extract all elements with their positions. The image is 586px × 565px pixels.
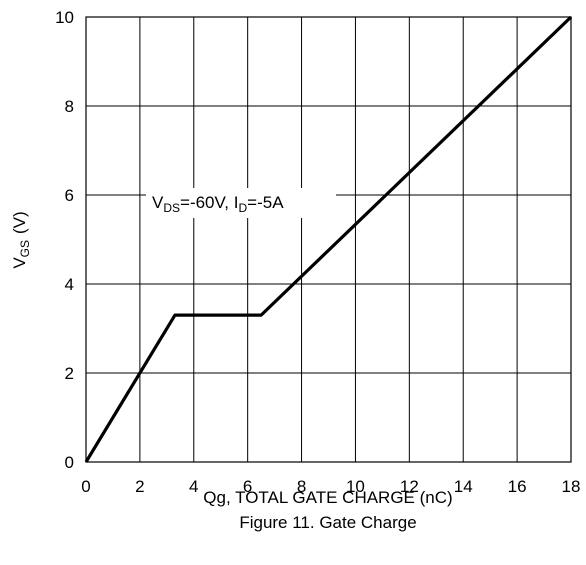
y-axis-label: VGS(V) — [10, 211, 32, 268]
series-line-vgs — [84, 15, 573, 463]
annotation-background — [146, 188, 336, 218]
x-tick-label: 10 — [346, 477, 365, 496]
y-tick-label: 4 — [65, 275, 74, 294]
x-tick-label: 14 — [454, 477, 473, 496]
x-tick-label: 18 — [562, 477, 581, 496]
y-tick-labels: 0 2 4 6 8 10 — [55, 8, 74, 472]
x-tick-label: 0 — [81, 477, 90, 496]
y-tick-label: 0 — [65, 453, 74, 472]
x-tick-label: 12 — [400, 477, 419, 496]
y-tick-label: 10 — [55, 8, 74, 27]
x-axis-label: Qg, TOTAL GATE CHARGE (nC) — [203, 488, 452, 507]
y-tick-label: 2 — [65, 364, 74, 383]
x-tick-label: 8 — [297, 477, 306, 496]
y-tick-label: 8 — [65, 97, 74, 116]
x-tick-label: 4 — [189, 477, 198, 496]
condition-annotation: VDS=-60V, ID=-5A — [152, 193, 284, 215]
x-tick-label: 2 — [135, 477, 144, 496]
x-tick-labels: 0 2 4 6 8 10 12 14 16 18 — [81, 477, 580, 496]
plot-area — [85, 16, 572, 463]
x-tick-label: 6 — [243, 477, 252, 496]
figure-caption: Figure 11. Gate Charge — [239, 513, 416, 532]
y-tick-label: 6 — [65, 186, 74, 205]
x-tick-label: 16 — [508, 477, 527, 496]
